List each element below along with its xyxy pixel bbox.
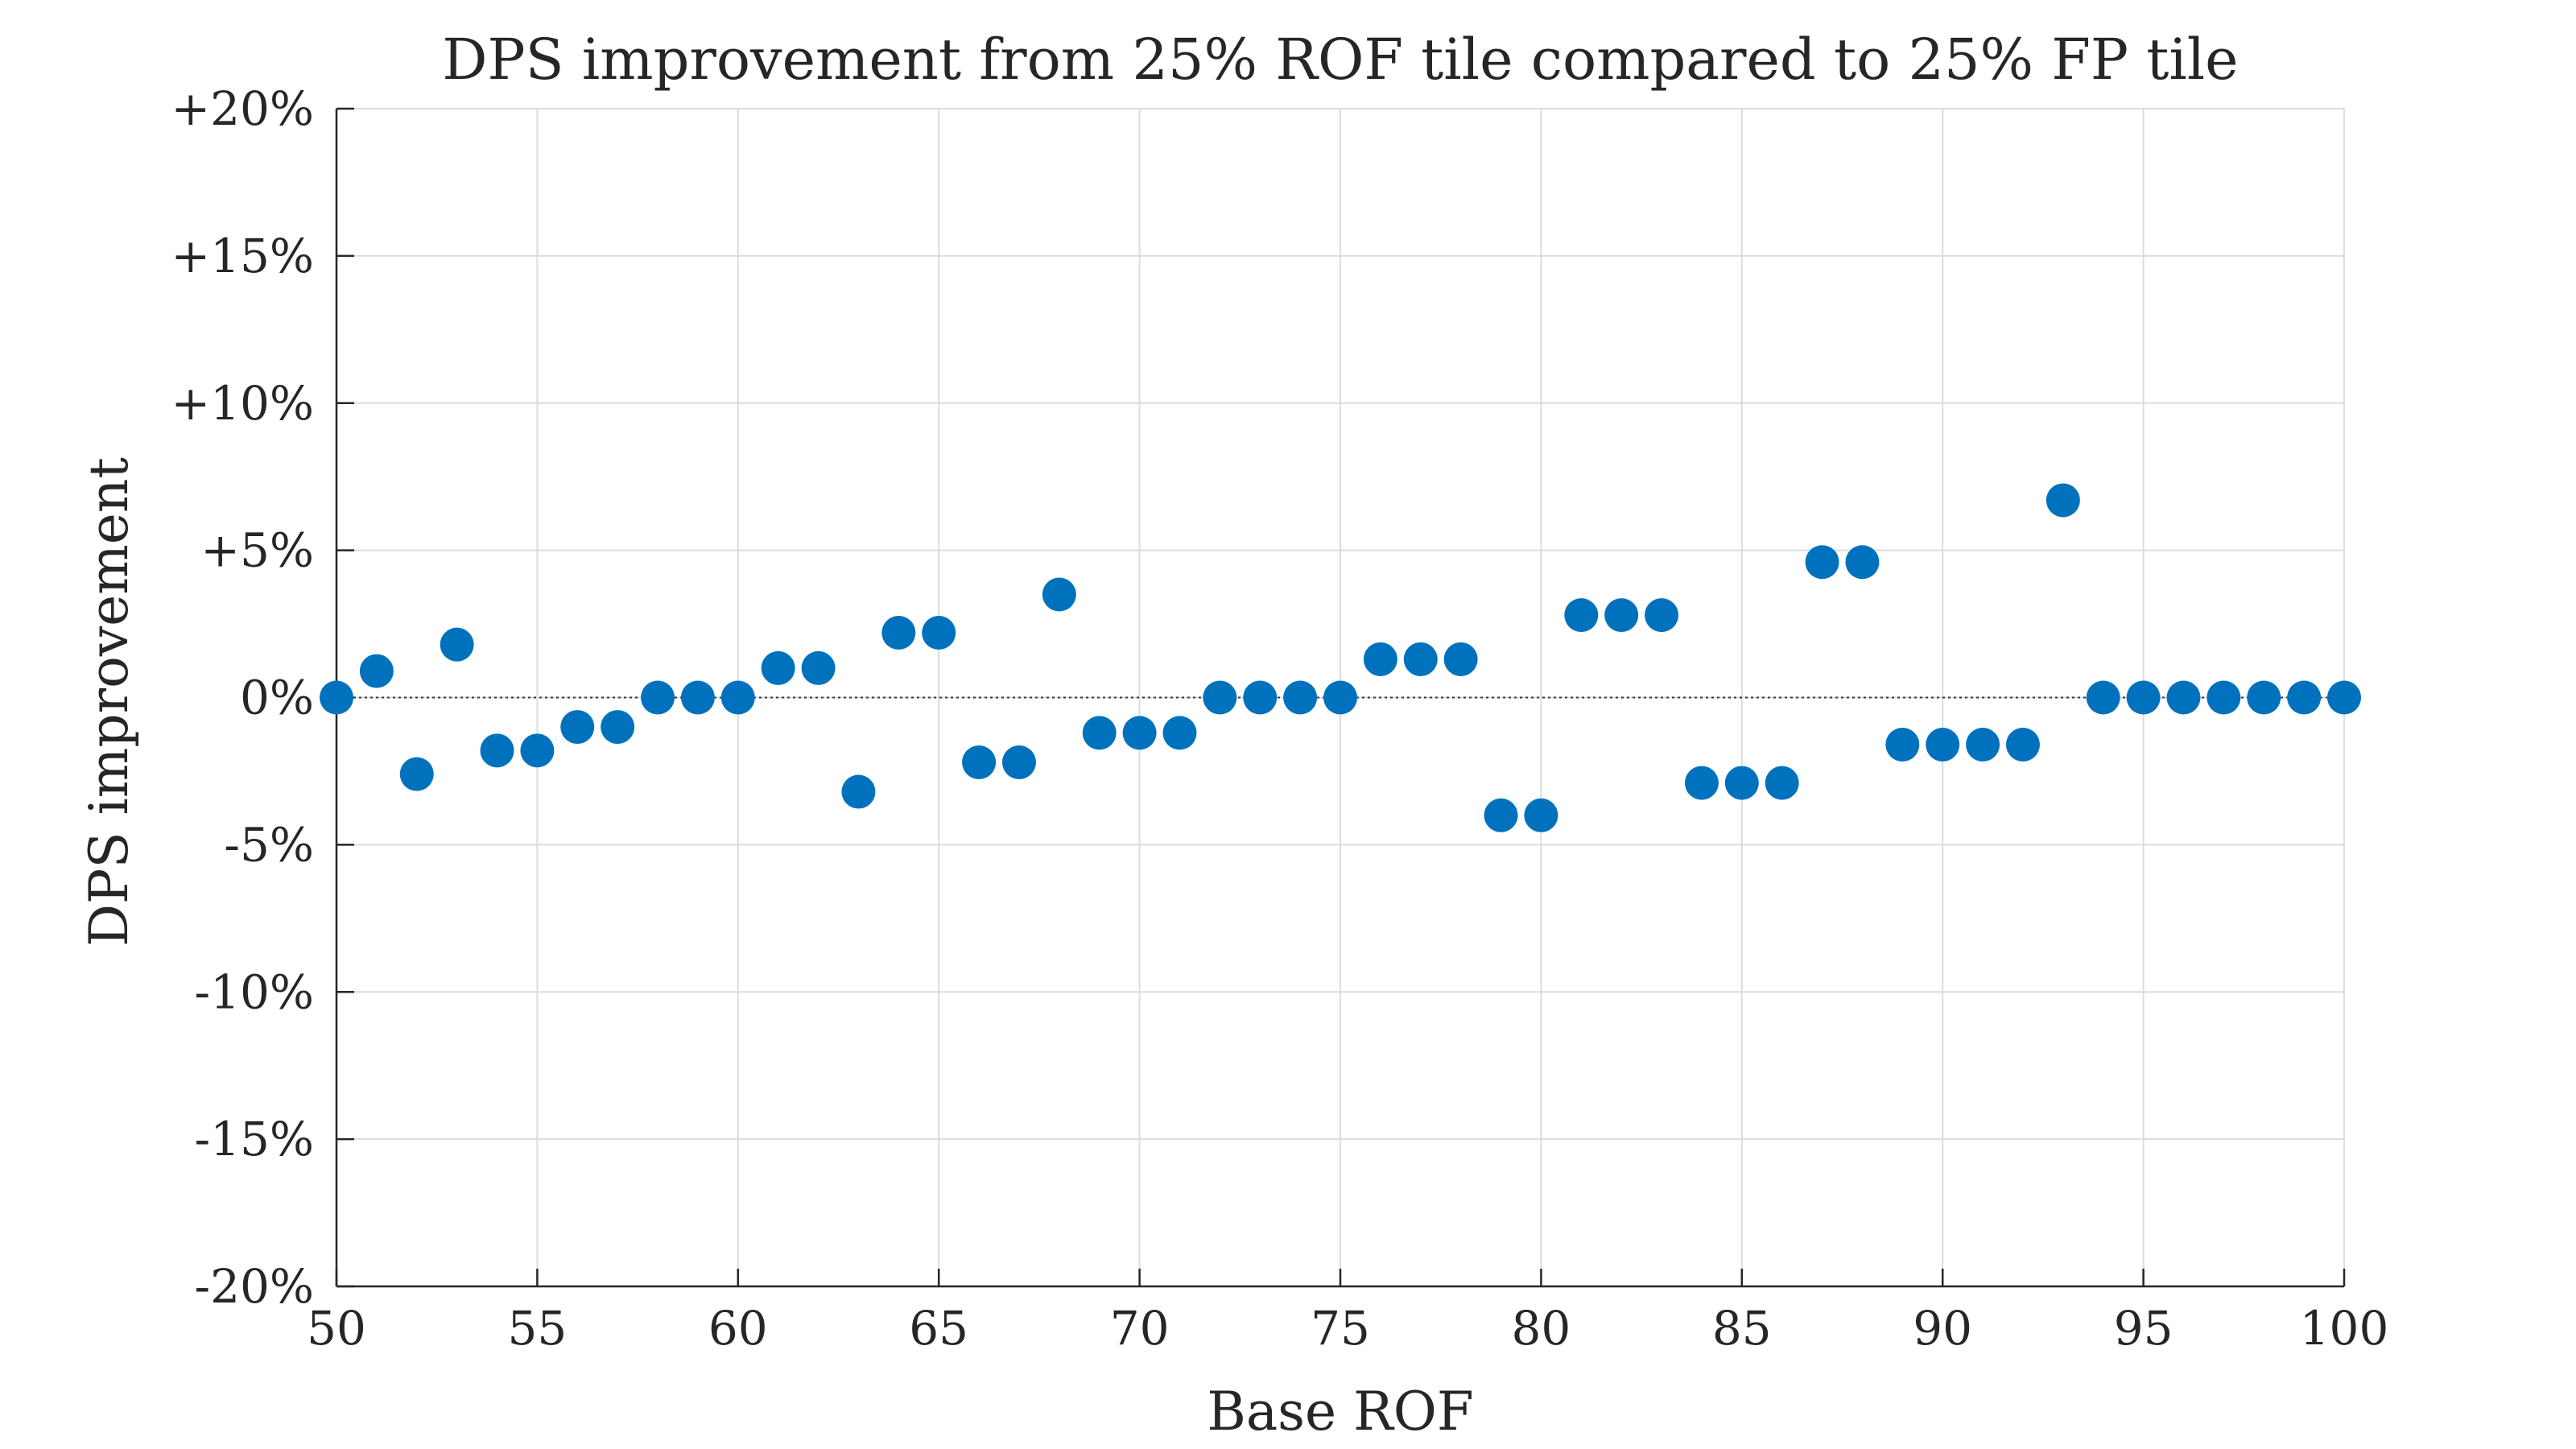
data-point <box>2126 680 2161 715</box>
data-point <box>1162 716 1197 750</box>
x-tick-label: 80 <box>1511 1301 1571 1356</box>
data-point <box>2166 680 2201 715</box>
data-point <box>1684 766 1719 800</box>
y-tick-label: +20% <box>171 81 314 136</box>
data-point <box>1845 545 1880 580</box>
y-tick-label: -20% <box>194 1259 314 1314</box>
y-tick-label: +15% <box>171 229 314 283</box>
x-tick-label: 90 <box>1913 1301 1972 1356</box>
x-tick-label: 60 <box>708 1301 768 1356</box>
data-point <box>480 733 514 768</box>
data-point <box>1885 728 1920 762</box>
data-point <box>1966 728 2000 762</box>
data-point <box>1363 642 1397 676</box>
data-point <box>2046 483 2080 518</box>
data-point <box>881 616 916 650</box>
x-tick-label: 65 <box>909 1301 968 1356</box>
y-axis-title: DPS improvement <box>78 457 140 947</box>
x-axis-ticks: 50 55 60 65 70 75 80 85 90 95 100 <box>307 1269 2388 1356</box>
data-point <box>1564 598 1599 633</box>
data-point <box>962 745 997 779</box>
data-point <box>1724 766 1759 800</box>
data-point <box>922 616 956 650</box>
data-point <box>560 710 595 745</box>
y-axis-ticks: +20% +15% +10% +5% 0% -5% -10% -15% -20% <box>171 81 354 1314</box>
y-tick-label: -10% <box>194 964 314 1019</box>
data-point <box>841 774 876 809</box>
data-point <box>1524 798 1558 832</box>
data-point <box>680 680 715 715</box>
data-point <box>1805 545 1839 580</box>
data-point <box>801 650 836 685</box>
data-point <box>1484 798 1518 832</box>
x-tick-label: 75 <box>1311 1301 1370 1356</box>
x-tick-label: 55 <box>507 1301 567 1356</box>
data-point <box>1645 598 1679 633</box>
data-point <box>1122 716 1157 750</box>
data-point <box>1001 745 1036 779</box>
y-tick-label: -15% <box>194 1112 314 1166</box>
data-point <box>1443 642 1478 676</box>
data-point <box>359 654 394 688</box>
data-point <box>1203 680 1237 715</box>
data-point <box>601 710 635 745</box>
data-point <box>440 627 474 662</box>
data-point <box>1604 598 1639 633</box>
data-point <box>1403 642 1438 676</box>
data-points <box>320 483 2361 832</box>
data-point <box>2086 680 2120 715</box>
data-point <box>1243 680 1278 715</box>
y-tick-label: +5% <box>200 523 314 578</box>
data-point <box>1765 766 1799 800</box>
x-axis-title: Base ROF <box>1207 1381 1473 1443</box>
x-tick-label: 95 <box>2114 1301 2174 1356</box>
y-tick-label: +10% <box>171 376 314 431</box>
data-point <box>1926 728 1960 762</box>
data-point <box>1042 577 1076 612</box>
data-point <box>320 680 353 715</box>
data-point <box>720 680 755 715</box>
data-point <box>2005 728 2040 762</box>
data-point <box>2247 680 2281 715</box>
chart-title: DPS improvement from 25% ROF tile compar… <box>442 27 2238 93</box>
y-tick-label: -5% <box>224 817 314 872</box>
x-tick-label: 85 <box>1712 1301 1772 1356</box>
data-point <box>641 680 675 715</box>
data-point <box>399 757 434 791</box>
x-tick-label: 50 <box>307 1301 366 1356</box>
data-point <box>520 733 555 768</box>
x-tick-label: 100 <box>2300 1301 2389 1356</box>
x-tick-label: 70 <box>1110 1301 1170 1356</box>
data-point <box>1323 680 1357 715</box>
data-point <box>761 650 795 685</box>
y-tick-label: 0% <box>240 671 314 725</box>
grid-lines <box>336 108 2345 1287</box>
data-point <box>1082 716 1117 750</box>
data-point <box>1283 680 1318 715</box>
data-point <box>2207 680 2241 715</box>
data-point <box>2327 680 2361 715</box>
data-point <box>2287 680 2322 715</box>
